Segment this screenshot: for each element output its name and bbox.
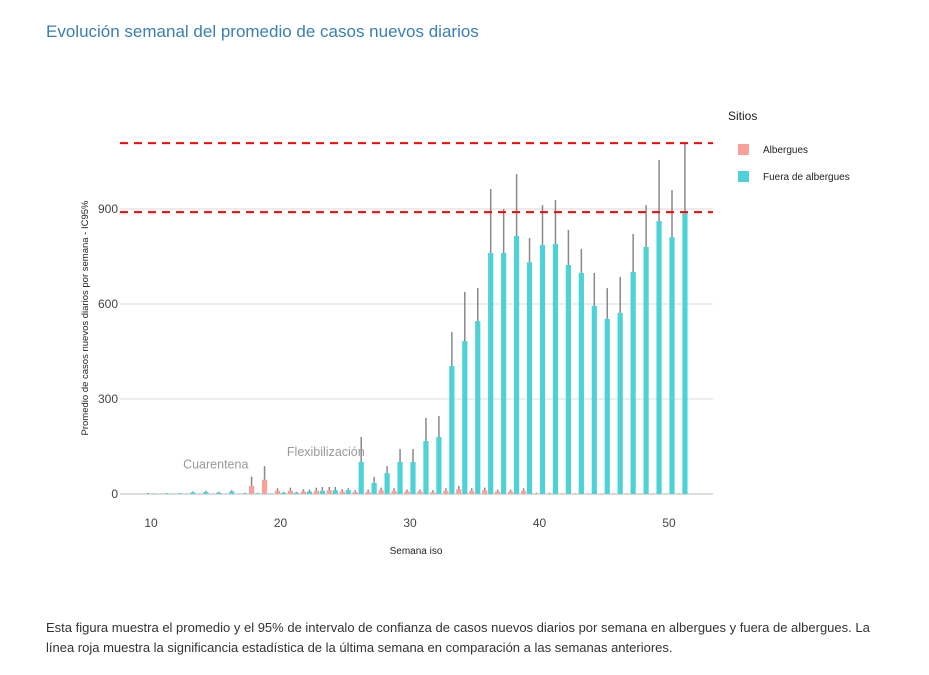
bar-fuera <box>306 491 312 494</box>
bar-fuera <box>423 441 429 494</box>
bar-fuera <box>358 462 364 494</box>
bar-fuera <box>410 462 416 494</box>
chart-title: Evolución semanal del promedio de casos … <box>46 22 479 41</box>
y-tick-label: 300 <box>98 392 118 406</box>
bar-albergues <box>676 493 682 495</box>
bar-fuera <box>501 252 507 494</box>
legend-swatch <box>738 144 749 155</box>
x-axis-label: Semana iso <box>390 546 443 557</box>
y-tick-label: 0 <box>111 487 118 501</box>
bar-albergues <box>274 490 281 494</box>
bar-fuera <box>267 493 274 495</box>
legend-label: Fuera de albergues <box>763 172 850 183</box>
bar-albergues <box>546 493 553 494</box>
bar-fuera <box>280 492 287 494</box>
bar-albergues <box>300 491 306 494</box>
bar-albergues <box>417 491 423 494</box>
bar-fuera <box>371 482 377 494</box>
bar-fuera <box>319 490 325 494</box>
legend-title: Sitios <box>728 109 757 123</box>
bar-albergues <box>482 490 488 494</box>
legend-label: Albergues <box>763 145 808 156</box>
bar-fuera <box>488 252 494 494</box>
bar-fuera <box>514 235 520 494</box>
bar-fuera <box>630 271 636 494</box>
annotation: Flexibilización <box>287 445 365 459</box>
bar-fuera <box>591 305 597 494</box>
bar-albergues <box>339 491 345 494</box>
bar-fuera <box>203 492 209 494</box>
bar-fuera <box>293 492 300 494</box>
bar-albergues <box>520 490 527 494</box>
bar-albergues <box>637 493 643 495</box>
bar-fuera <box>164 493 170 494</box>
bar-albergues <box>611 493 617 495</box>
bar-fuera <box>539 245 546 494</box>
bar-albergues <box>508 491 514 494</box>
bar-fuera <box>565 265 571 494</box>
bar-albergues <box>650 493 656 495</box>
chart-caption: Esta figura muestra el promedio y el 95%… <box>46 620 870 655</box>
bar-fuera <box>345 490 351 494</box>
bar-chart: 0 300 600 900 10 20 30 40 50 Semana iso Promedio… <box>80 109 850 557</box>
bar-fuera <box>643 246 649 494</box>
bar-albergues <box>378 490 384 494</box>
bar-fuera <box>332 490 338 494</box>
bar-fuera <box>656 221 662 495</box>
bar-fuera <box>475 321 481 494</box>
bar-albergues <box>249 486 255 494</box>
bar-fuera <box>617 312 623 494</box>
bar-albergues <box>404 491 410 494</box>
bar-fuera <box>216 492 222 494</box>
x-tick-label: 30 <box>403 516 417 530</box>
bar-fuera <box>578 272 584 494</box>
bar-albergues <box>598 493 604 495</box>
legend-swatch <box>738 171 749 182</box>
bar-albergues <box>559 493 565 495</box>
bar-albergues <box>443 490 449 494</box>
annotation: Cuarentena <box>183 458 248 472</box>
bar-fuera <box>255 493 261 494</box>
bar-fuera <box>552 244 559 494</box>
y-axis-label: Promedio de casos nuevos diarios por sem… <box>80 200 91 436</box>
x-tick-label: 40 <box>533 516 547 530</box>
bar-albergues <box>326 490 332 494</box>
bar-albergues <box>456 489 462 494</box>
y-tick-label: 900 <box>98 202 118 216</box>
bar-fuera <box>669 237 675 494</box>
bar-fuera <box>449 366 455 494</box>
bar-fuera <box>682 213 688 494</box>
bar-fuera <box>190 492 196 494</box>
x-tick-label: 10 <box>144 516 158 530</box>
bar-albergues <box>261 479 268 494</box>
bar-albergues <box>313 490 319 494</box>
bar-albergues <box>572 493 578 495</box>
bar-fuera <box>397 462 403 494</box>
bar-albergues <box>533 493 540 494</box>
bar-fuera <box>177 493 183 494</box>
bar-fuera <box>436 436 442 494</box>
bar-albergues <box>365 492 371 494</box>
bar-albergues <box>430 492 436 494</box>
bar-albergues <box>495 491 501 494</box>
bar-fuera <box>229 491 235 494</box>
bar-albergues <box>663 493 669 495</box>
x-tick-label: 50 <box>662 516 676 530</box>
bar-fuera <box>151 493 157 495</box>
bar-albergues <box>624 493 630 495</box>
bar-albergues <box>352 492 358 494</box>
bar-fuera <box>604 318 610 494</box>
bar-fuera <box>384 473 390 494</box>
bar-fuera <box>462 341 468 494</box>
y-tick-label: 600 <box>98 297 118 311</box>
bar-fuera <box>526 262 533 494</box>
x-tick-label: 20 <box>274 516 288 530</box>
bar-albergues <box>391 490 397 494</box>
bar-albergues <box>469 490 475 494</box>
bar-fuera <box>242 493 248 494</box>
bar-albergues <box>287 490 294 494</box>
bar-albergues <box>585 493 591 495</box>
